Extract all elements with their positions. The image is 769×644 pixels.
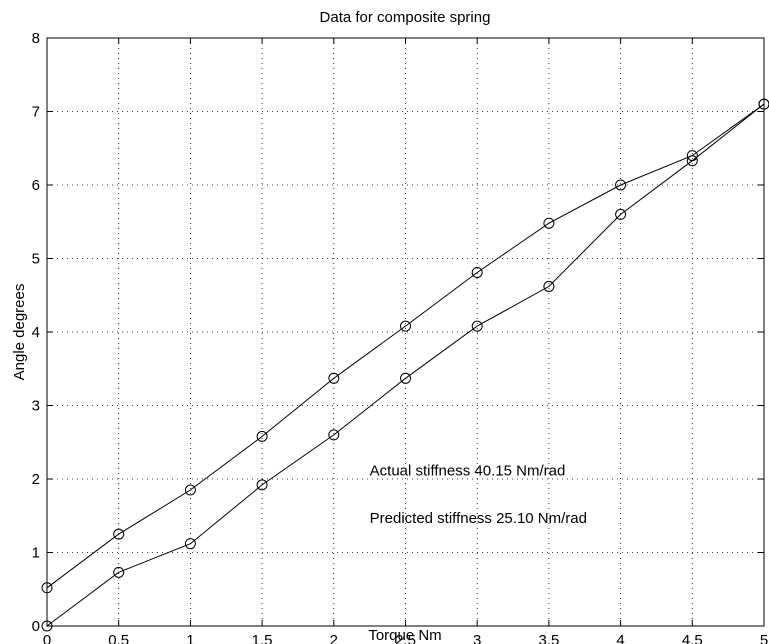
series-2-point bbox=[41, 620, 53, 632]
x-tick-label: 2.5 bbox=[395, 632, 416, 644]
y-axis-tick-labels: 0 1 2 3 4 5 6 7 8 bbox=[32, 30, 40, 635]
chart-title: Data for composite spring bbox=[320, 9, 491, 26]
y-tick-label: 0 bbox=[32, 618, 40, 635]
series-2-point bbox=[184, 538, 196, 550]
x-tick-label: 2 bbox=[330, 632, 338, 644]
series-1-point bbox=[256, 430, 268, 442]
series-2-point bbox=[400, 372, 411, 384]
axis-ticks bbox=[46, 37, 765, 627]
series-2-line bbox=[46, 103, 765, 627]
series-2-point bbox=[758, 98, 769, 110]
x-axis-title: Torque Nm bbox=[368, 627, 441, 644]
series-1-point bbox=[184, 484, 196, 496]
series-2-point bbox=[113, 566, 125, 578]
series-1-line bbox=[46, 103, 765, 589]
series-2-point bbox=[686, 155, 698, 167]
x-tick-label: 4 bbox=[616, 632, 624, 644]
y-tick-label: 7 bbox=[32, 104, 40, 121]
y-tick-label: 3 bbox=[32, 398, 40, 415]
series-1-point bbox=[615, 179, 627, 191]
plot-area-frame bbox=[46, 37, 765, 627]
y-tick-label: 8 bbox=[32, 30, 40, 47]
x-tick-label: 1 bbox=[186, 632, 194, 644]
annotations: Actual stiffness 40.15 Nm/rad Predicted s… bbox=[370, 462, 587, 527]
x-tick-label: 0 bbox=[43, 632, 51, 644]
y-axis-title: Angle degrees bbox=[11, 284, 28, 381]
x-tick-label: 1.5 bbox=[252, 632, 273, 644]
annotation-text: Predicted stiffness 25.10 Nm/rad bbox=[370, 510, 587, 527]
y-tick-label: 1 bbox=[32, 545, 40, 562]
series-1-point bbox=[113, 528, 125, 540]
x-tick-label: 5 bbox=[760, 632, 768, 644]
x-tick-label: 0.5 bbox=[108, 632, 129, 644]
x-tick-label: 3.5 bbox=[538, 632, 559, 644]
annotation-text: Actual stiffness 40.15 Nm/rad bbox=[370, 462, 566, 479]
grid bbox=[47, 38, 764, 626]
series-2-point bbox=[256, 479, 268, 491]
y-tick-label: 4 bbox=[32, 324, 40, 341]
series-2-point bbox=[543, 280, 555, 292]
x-axis-tick-labels: 0 0.5 1 1.5 2 2.5 3 3.5 4 4.5 5 bbox=[43, 632, 768, 644]
data-series bbox=[41, 98, 769, 632]
series-1-point bbox=[543, 217, 555, 229]
x-tick-label: 3 bbox=[473, 632, 481, 644]
series-2-point bbox=[328, 429, 340, 441]
y-tick-label: 5 bbox=[32, 251, 40, 268]
series-2-point bbox=[471, 320, 483, 332]
series-2-point bbox=[615, 208, 627, 220]
y-tick-label: 2 bbox=[32, 471, 40, 488]
series-1-point bbox=[400, 320, 411, 332]
series-1-point bbox=[41, 582, 53, 594]
series-1-point bbox=[471, 266, 483, 278]
y-tick-label: 6 bbox=[32, 177, 40, 194]
series-1-point bbox=[328, 372, 340, 384]
x-tick-label: 4.5 bbox=[682, 632, 703, 644]
